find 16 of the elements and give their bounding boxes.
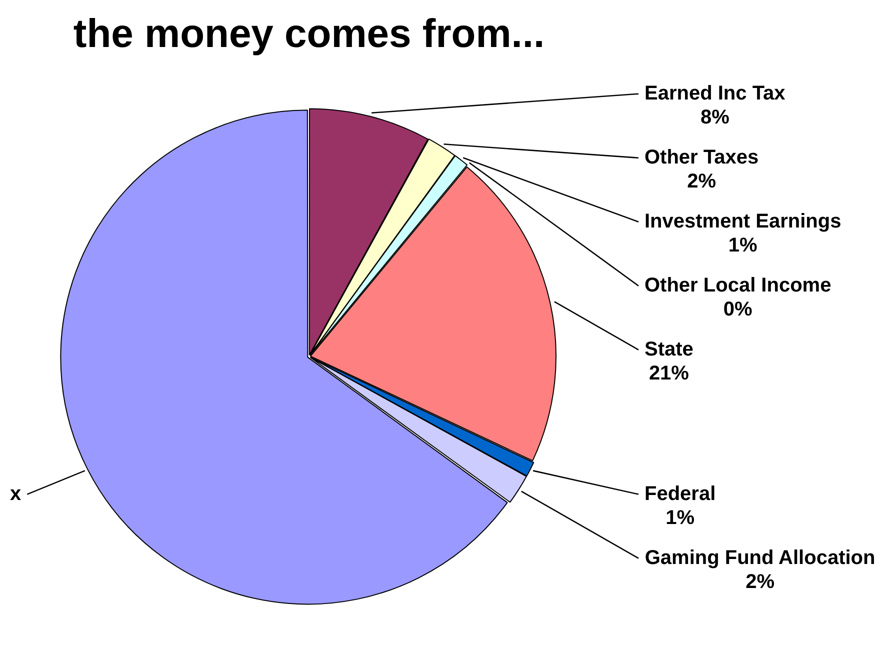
- data-label: 21%: [648, 362, 690, 384]
- data-label: 2%: [687, 170, 716, 192]
- slice-label: State: [644, 338, 694, 360]
- data-label: 8%: [700, 106, 730, 128]
- data-label: 2%: [746, 570, 775, 593]
- data-label: 1%: [666, 506, 695, 529]
- text: 0%: [723, 298, 752, 320]
- slice-label: Other Taxes: [644, 146, 759, 168]
- slice-label: Federal: [644, 482, 716, 505]
- slice-label: Gaming Fund Allocation: [644, 546, 876, 569]
- slice-label: Investment Earnings: [644, 210, 842, 232]
- slice-label: Earned Inc Tax: [644, 82, 786, 104]
- chart-title: the money comes from...: [73, 12, 545, 56]
- data-label: 1%: [728, 234, 758, 256]
- slice-label: x: [10, 482, 22, 505]
- category-label: Other Local Income: [644, 274, 832, 296]
